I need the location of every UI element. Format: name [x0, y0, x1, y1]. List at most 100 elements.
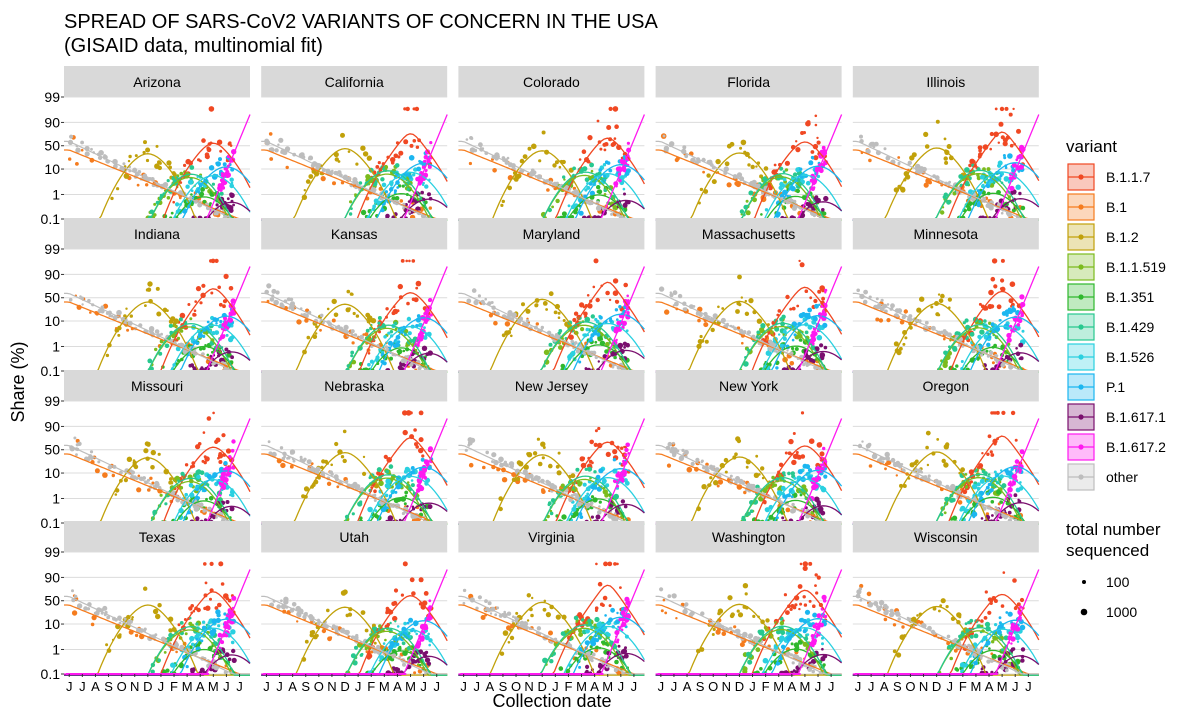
- data-point-b-1-429: [406, 187, 410, 191]
- data-point-b-1: [399, 199, 404, 203]
- facet-panel: [261, 249, 448, 371]
- data-point-other: [69, 134, 74, 139]
- data-point-b-1-351: [985, 349, 989, 353]
- data-point-b-1-1-7: [586, 294, 590, 297]
- facet-label: Missouri: [131, 378, 183, 394]
- data-point-b-1-2: [735, 436, 741, 442]
- data-point-b-1-429: [359, 500, 363, 504]
- data-point-b-1-2: [545, 308, 548, 311]
- data-point-p-1: [208, 165, 215, 171]
- data-point-other: [116, 309, 122, 316]
- data-point-p-1: [775, 366, 779, 370]
- data-point-other: [466, 298, 472, 304]
- data-point-b-1-2: [308, 174, 314, 179]
- data-point-b-1-1-7: [804, 289, 809, 294]
- data-point-b-1-1-7: [800, 131, 805, 135]
- data-point-b-1-526: [367, 506, 373, 513]
- data-point-b-1-429: [376, 467, 382, 473]
- data-point-b-1-1-7: [593, 258, 599, 264]
- data-point-b-1-617-1: [407, 200, 411, 203]
- data-point-other: [472, 289, 476, 293]
- data-point-b-1-1-7: [400, 259, 405, 263]
- data-point-b-1-526: [586, 185, 591, 190]
- facet-minnesota: Minnesota: [852, 218, 1040, 373]
- data-point-b-1-429: [964, 318, 969, 323]
- data-point-b-1-617-2: [624, 447, 629, 453]
- data-point-b-1-526: [793, 476, 797, 480]
- data-point-b-1: [268, 132, 273, 136]
- data-point-b-1-1-519: [544, 349, 550, 355]
- data-point-b-1: [269, 157, 274, 161]
- data-point-p-1: [790, 186, 796, 192]
- data-point-b-1-429: [760, 323, 766, 329]
- data-point-b-1-2: [938, 298, 944, 304]
- data-point-b-1-2: [557, 311, 561, 315]
- data-point-b-1-526: [188, 483, 194, 488]
- y-tick-label: 99: [44, 393, 60, 409]
- data-point-p-1: [408, 174, 413, 179]
- data-point-b-1-1-7: [981, 452, 984, 455]
- data-point-b-1-1-7: [367, 352, 371, 355]
- data-point-b-1-429: [199, 470, 205, 476]
- data-point-b-1-617-1: [622, 202, 628, 208]
- data-point-p-1: [595, 474, 601, 480]
- data-point-b-1-617-1: [617, 342, 624, 349]
- data-point-b-1-2: [155, 613, 161, 620]
- data-point-b-1-1-519: [986, 167, 991, 172]
- data-point-other: [868, 143, 872, 147]
- data-point-b-1-2: [699, 187, 704, 192]
- data-point-b-1-2: [755, 454, 759, 458]
- data-point-b-1-1-7: [203, 562, 207, 566]
- data-point-b-1-617-1: [620, 499, 626, 504]
- data-point-b-1-1-7: [228, 286, 234, 291]
- data-point-b-1-1-7: [596, 119, 600, 123]
- data-point-b-1-1-7: [784, 160, 791, 166]
- data-point-b-1-1-7: [612, 278, 619, 284]
- y-tick-label: 0.1: [41, 515, 61, 531]
- data-point-b-1-617-1: [623, 504, 628, 509]
- data-point-b-1-617-2: [421, 165, 426, 169]
- data-point-other: [69, 298, 72, 302]
- data-point-p-1: [215, 322, 218, 325]
- data-point-b-1: [468, 161, 472, 166]
- data-point-b-1-429: [189, 165, 195, 170]
- data-point-other: [751, 483, 756, 488]
- data-point-b-1-429: [211, 182, 215, 186]
- data-point-b-1-351: [955, 364, 959, 368]
- data-point-b-1-2: [158, 161, 162, 165]
- data-point-b-1-1-519: [590, 169, 594, 173]
- facet-label: Massachusetts: [702, 226, 795, 242]
- data-point-b-1-1-7: [201, 283, 206, 288]
- data-point-b-1-617-2: [422, 159, 427, 164]
- data-point-b-1-1-7: [413, 107, 417, 111]
- data-point-b-1-2: [128, 154, 132, 159]
- facet-strip: [852, 66, 1039, 97]
- data-point-b-1: [134, 633, 139, 638]
- data-point-b-1-1-7: [205, 154, 210, 160]
- data-point-b-1-1-7: [993, 284, 998, 289]
- data-point-b-1-1-7: [795, 140, 798, 143]
- data-point-b-1-1-519: [555, 198, 560, 204]
- data-point-b-1-1-7: [203, 606, 207, 611]
- y-tick-label: 10: [44, 465, 60, 481]
- data-point-b-1-429: [562, 175, 566, 179]
- data-point-b-1-1-7: [620, 446, 624, 450]
- data-point-b-1-2: [514, 174, 521, 180]
- data-point-b-1-526: [410, 479, 414, 482]
- data-point-b-1-2: [169, 480, 174, 485]
- data-point-other: [861, 440, 864, 443]
- y-tick-label: 1: [52, 186, 60, 202]
- data-point-b-1-617-2: [223, 166, 228, 171]
- data-point-b-1-429: [157, 658, 161, 662]
- data-point-p-1: [822, 322, 828, 328]
- data-point-b-1-429: [584, 177, 590, 182]
- data-point-b-1: [666, 463, 672, 468]
- data-point-b-1-429: [787, 471, 791, 476]
- data-point-p-1: [599, 315, 603, 320]
- data-point-b-1-617-2: [1015, 158, 1019, 162]
- facet-label: Arizona: [133, 74, 181, 90]
- data-point-b-1-2: [116, 187, 120, 191]
- data-point-b-1: [175, 650, 178, 654]
- data-point-b-1-617-1: [399, 366, 403, 370]
- data-point-b-1-1-7: [413, 428, 417, 432]
